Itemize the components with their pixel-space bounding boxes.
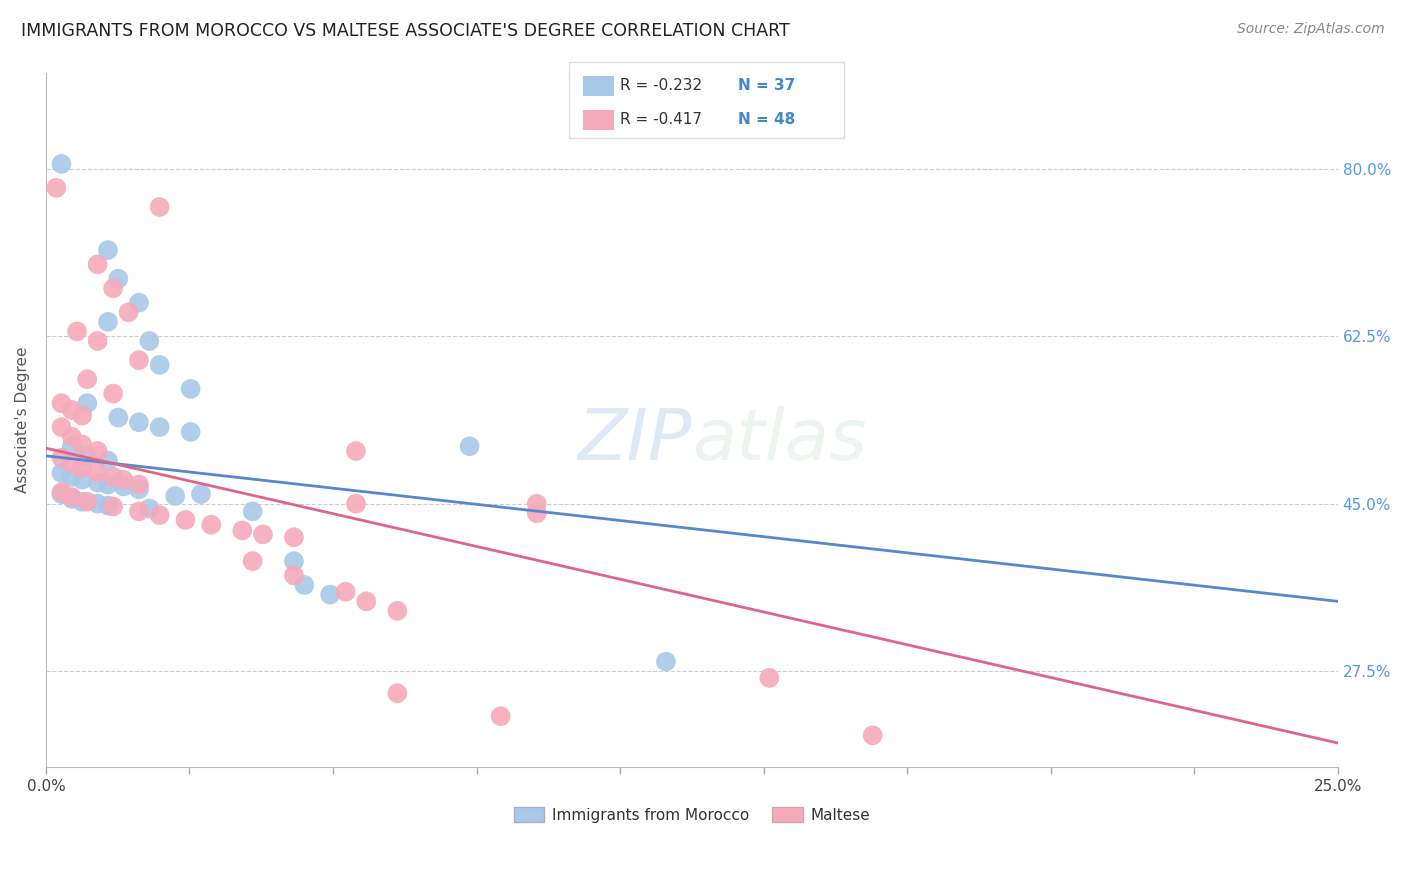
Point bbox=[387, 686, 409, 700]
Point bbox=[149, 200, 172, 214]
Point bbox=[70, 437, 93, 451]
Point bbox=[117, 305, 139, 319]
Point bbox=[149, 508, 172, 523]
Point bbox=[356, 594, 378, 608]
Point bbox=[128, 504, 150, 518]
Point bbox=[60, 403, 83, 417]
Point bbox=[70, 495, 93, 509]
Text: atlas: atlas bbox=[692, 406, 866, 475]
Point bbox=[101, 281, 124, 295]
Point bbox=[107, 272, 129, 286]
Point bbox=[112, 473, 135, 487]
Point bbox=[97, 453, 120, 467]
Point bbox=[458, 439, 481, 453]
Point bbox=[758, 671, 780, 685]
Point bbox=[138, 501, 160, 516]
Text: R = -0.417: R = -0.417 bbox=[620, 112, 702, 127]
Point bbox=[128, 295, 150, 310]
Point bbox=[862, 728, 884, 742]
Point bbox=[76, 372, 98, 386]
Point bbox=[319, 588, 342, 602]
Point bbox=[51, 466, 73, 480]
Point bbox=[180, 382, 202, 396]
Text: Source: ZipAtlas.com: Source: ZipAtlas.com bbox=[1237, 22, 1385, 37]
Point bbox=[51, 450, 73, 465]
Point bbox=[60, 491, 83, 506]
Y-axis label: Associate's Degree: Associate's Degree bbox=[15, 347, 30, 493]
Point bbox=[128, 353, 150, 368]
Point bbox=[242, 504, 264, 518]
Point bbox=[70, 461, 93, 475]
Point bbox=[283, 568, 305, 582]
Point bbox=[86, 334, 108, 348]
Text: R = -0.232: R = -0.232 bbox=[620, 78, 702, 93]
Point bbox=[242, 554, 264, 568]
Point bbox=[387, 604, 409, 618]
Point bbox=[231, 524, 253, 538]
Point bbox=[252, 527, 274, 541]
Point bbox=[86, 444, 108, 458]
Point bbox=[70, 473, 93, 487]
Point bbox=[45, 181, 67, 195]
Point bbox=[86, 497, 108, 511]
Point bbox=[655, 655, 678, 669]
Point bbox=[66, 325, 89, 339]
Point bbox=[60, 430, 83, 444]
Point bbox=[107, 410, 129, 425]
Point bbox=[128, 477, 150, 491]
Text: IMMIGRANTS FROM MOROCCO VS MALTESE ASSOCIATE'S DEGREE CORRELATION CHART: IMMIGRANTS FROM MOROCCO VS MALTESE ASSOC… bbox=[21, 22, 790, 40]
Point bbox=[526, 497, 548, 511]
Point bbox=[526, 506, 548, 520]
Point bbox=[76, 396, 98, 410]
Point bbox=[97, 477, 120, 491]
Point bbox=[138, 334, 160, 348]
Point bbox=[283, 530, 305, 544]
Point bbox=[200, 517, 222, 532]
Point bbox=[101, 470, 124, 484]
Point bbox=[60, 439, 83, 453]
Point bbox=[86, 465, 108, 479]
Point bbox=[51, 396, 73, 410]
Point bbox=[335, 584, 357, 599]
Point bbox=[86, 257, 108, 271]
Point bbox=[51, 485, 73, 500]
Point bbox=[51, 487, 73, 501]
Point bbox=[76, 449, 98, 463]
Point bbox=[101, 500, 124, 514]
Point bbox=[70, 409, 93, 423]
Point bbox=[112, 479, 135, 493]
Legend: Immigrants from Morocco, Maltese: Immigrants from Morocco, Maltese bbox=[508, 800, 876, 829]
Point bbox=[101, 386, 124, 401]
Point bbox=[283, 554, 305, 568]
Point bbox=[165, 489, 187, 503]
Point bbox=[174, 513, 197, 527]
Point bbox=[128, 483, 150, 497]
Point bbox=[149, 420, 172, 434]
Point bbox=[86, 475, 108, 490]
Point bbox=[489, 709, 512, 723]
Point bbox=[97, 499, 120, 513]
Point bbox=[128, 415, 150, 429]
Point bbox=[51, 420, 73, 434]
Point bbox=[344, 497, 367, 511]
Point bbox=[51, 157, 73, 171]
Text: N = 37: N = 37 bbox=[738, 78, 796, 93]
Point bbox=[149, 358, 172, 372]
Point bbox=[60, 470, 83, 484]
Text: ZIP: ZIP bbox=[578, 406, 692, 475]
Point bbox=[344, 444, 367, 458]
Point bbox=[292, 578, 315, 592]
Point bbox=[97, 243, 120, 257]
Point bbox=[60, 457, 83, 471]
Point bbox=[190, 487, 212, 501]
Point bbox=[97, 315, 120, 329]
Point bbox=[180, 425, 202, 439]
Point bbox=[76, 495, 98, 509]
Text: N = 48: N = 48 bbox=[738, 112, 796, 127]
Point bbox=[60, 490, 83, 504]
